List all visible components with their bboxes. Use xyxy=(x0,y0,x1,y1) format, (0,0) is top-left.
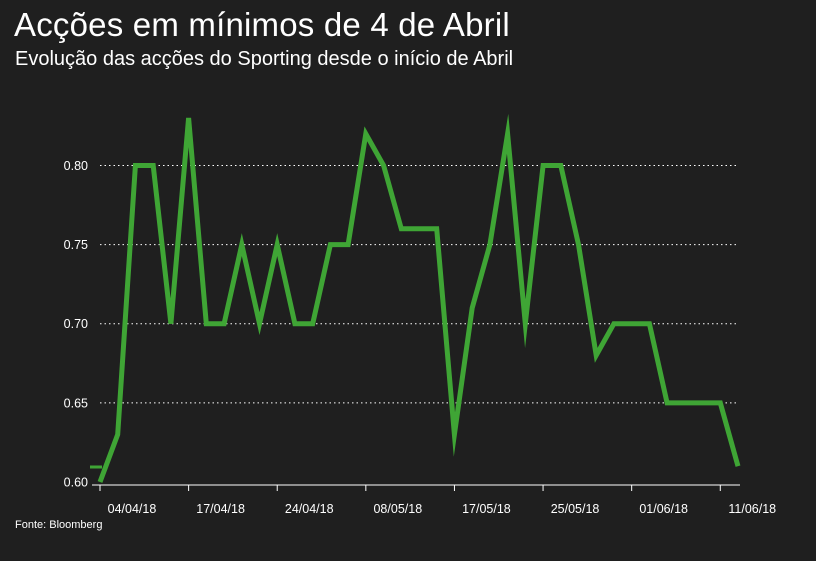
x-tick-label: 17/05/18 xyxy=(462,502,511,516)
x-tick-label: 24/04/18 xyxy=(285,502,334,516)
x-tick-label: 08/05/18 xyxy=(373,502,422,516)
series-group xyxy=(90,113,741,483)
y-axis: 0.60 0.65 0.70 0.75 0.80 xyxy=(64,159,88,490)
x-tick-label: 17/04/18 xyxy=(196,502,245,516)
series-line xyxy=(97,113,741,483)
y-tick-label: 0.75 xyxy=(64,238,88,252)
y-tick-label: 0.80 xyxy=(64,159,88,173)
x-tick-label: 25/05/18 xyxy=(551,502,600,516)
chart-title: Acções em mínimos de 4 de Abril xyxy=(14,6,510,43)
y-tick-label: 0.65 xyxy=(64,396,88,410)
x-tick-label: 01/06/18 xyxy=(639,502,688,516)
y-tick-label: 0.60 xyxy=(64,476,88,490)
x-axis: 04/04/18 17/04/18 24/04/18 08/05/18 17/05/18… xyxy=(92,484,776,516)
x-tick-label: 04/04/18 xyxy=(108,502,157,516)
source-note: Fonte: Bloomberg xyxy=(15,519,103,531)
y-tick-label: 0.70 xyxy=(64,317,88,331)
chart-subtitle: Evolução das acções do Sporting desde o … xyxy=(15,48,514,70)
x-tick-label: 11/06/18 xyxy=(728,502,776,516)
